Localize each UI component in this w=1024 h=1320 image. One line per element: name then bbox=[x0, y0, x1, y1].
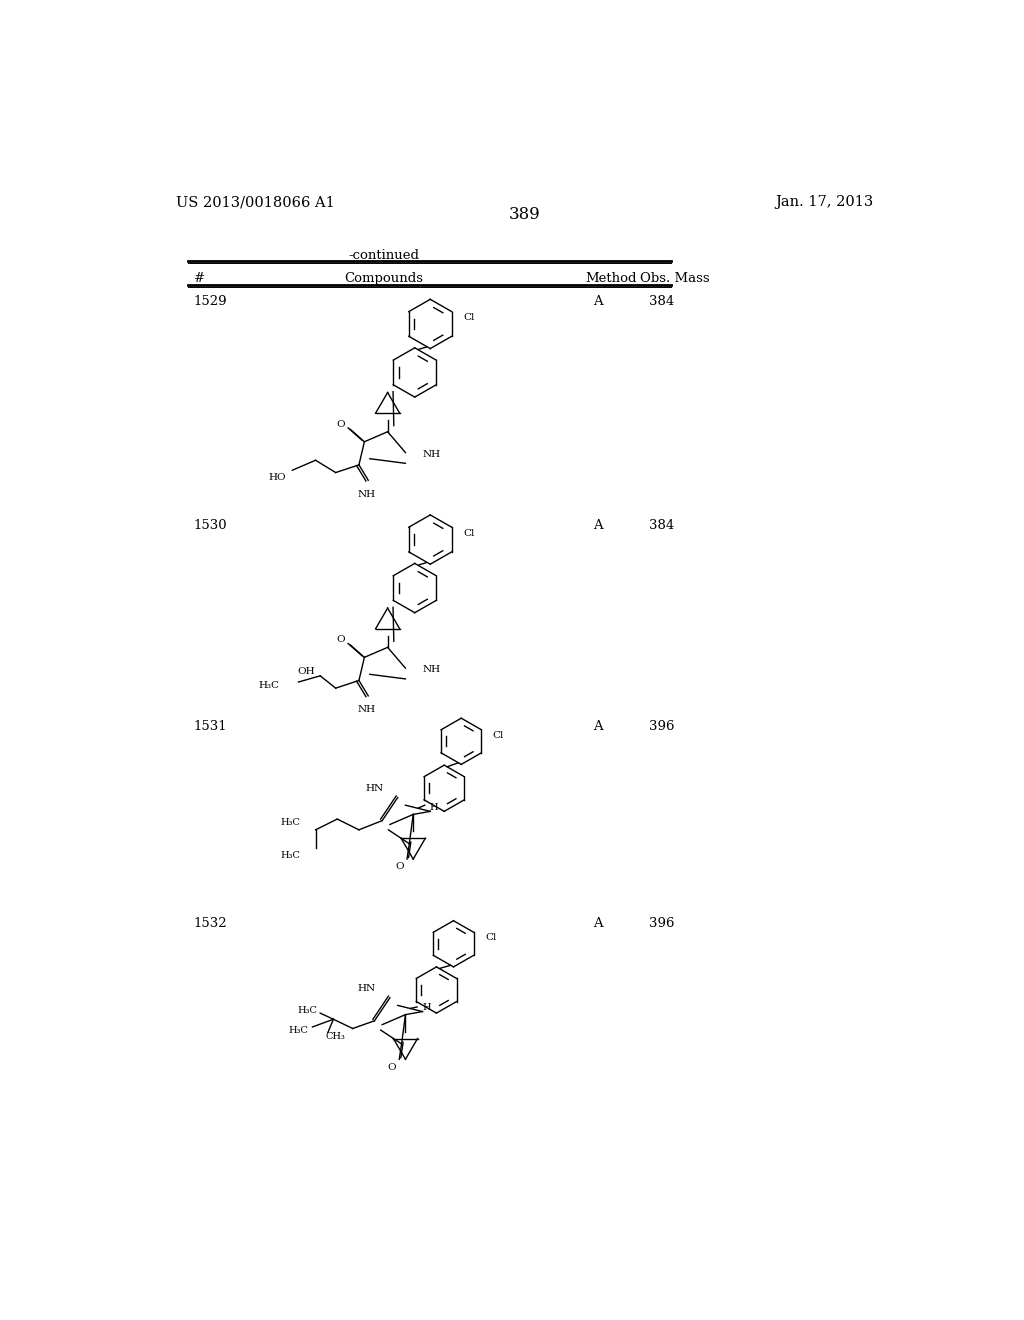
Text: 1531: 1531 bbox=[194, 721, 227, 734]
Text: H₃C: H₃C bbox=[288, 1026, 308, 1035]
Text: H₃C: H₃C bbox=[281, 817, 300, 826]
Text: 1532: 1532 bbox=[194, 917, 227, 929]
Text: O: O bbox=[337, 635, 345, 644]
Text: Cl: Cl bbox=[463, 313, 475, 322]
Text: NH: NH bbox=[357, 705, 376, 714]
Text: HO: HO bbox=[268, 474, 286, 482]
Text: Cl: Cl bbox=[463, 529, 475, 537]
Text: O: O bbox=[337, 420, 345, 429]
Text: A: A bbox=[593, 519, 603, 532]
Text: 389: 389 bbox=[509, 206, 541, 223]
Text: Obs. Mass: Obs. Mass bbox=[640, 272, 710, 285]
Text: NH: NH bbox=[357, 490, 376, 499]
Text: Jan. 17, 2013: Jan. 17, 2013 bbox=[775, 195, 873, 210]
Text: HN: HN bbox=[366, 784, 384, 793]
Text: Compounds: Compounds bbox=[344, 272, 423, 285]
Text: A: A bbox=[593, 296, 603, 309]
Text: CH₃: CH₃ bbox=[326, 1032, 345, 1040]
Text: A: A bbox=[593, 917, 603, 929]
Text: #: # bbox=[194, 272, 205, 285]
Text: 396: 396 bbox=[649, 721, 674, 734]
Text: Cl: Cl bbox=[485, 933, 497, 942]
Text: OH: OH bbox=[297, 668, 315, 676]
Text: Cl: Cl bbox=[493, 731, 504, 739]
Text: O: O bbox=[395, 862, 403, 871]
Text: NH: NH bbox=[423, 450, 440, 458]
Text: H₃C: H₃C bbox=[297, 1006, 317, 1015]
Text: A: A bbox=[593, 721, 603, 734]
Text: 396: 396 bbox=[649, 917, 674, 929]
Text: HN: HN bbox=[357, 983, 376, 993]
Text: 384: 384 bbox=[649, 296, 674, 309]
Text: NH: NH bbox=[423, 665, 440, 675]
Text: O: O bbox=[387, 1063, 396, 1072]
Text: 1529: 1529 bbox=[194, 296, 227, 309]
Text: US 2013/0018066 A1: US 2013/0018066 A1 bbox=[176, 195, 335, 210]
Text: -continued: -continued bbox=[348, 249, 419, 263]
Text: 384: 384 bbox=[649, 519, 674, 532]
Text: H₃C: H₃C bbox=[281, 851, 300, 859]
Text: H: H bbox=[422, 1003, 431, 1012]
Text: 1530: 1530 bbox=[194, 519, 227, 532]
Text: Method: Method bbox=[586, 272, 637, 285]
Text: H₃C: H₃C bbox=[259, 681, 280, 690]
Text: H: H bbox=[430, 803, 438, 812]
